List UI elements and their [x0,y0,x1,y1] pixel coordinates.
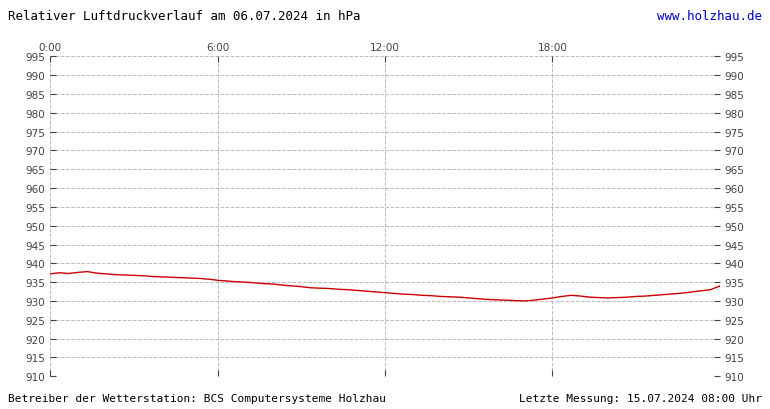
Text: Betreiber der Wetterstation: BCS Computersysteme Holzhau: Betreiber der Wetterstation: BCS Compute… [8,393,386,403]
Text: Letzte Messung: 15.07.2024 08:00 Uhr: Letzte Messung: 15.07.2024 08:00 Uhr [519,393,762,403]
Text: Relativer Luftdruckverlauf am 06.07.2024 in hPa: Relativer Luftdruckverlauf am 06.07.2024… [8,10,360,23]
Text: www.holzhau.de: www.holzhau.de [658,10,762,23]
